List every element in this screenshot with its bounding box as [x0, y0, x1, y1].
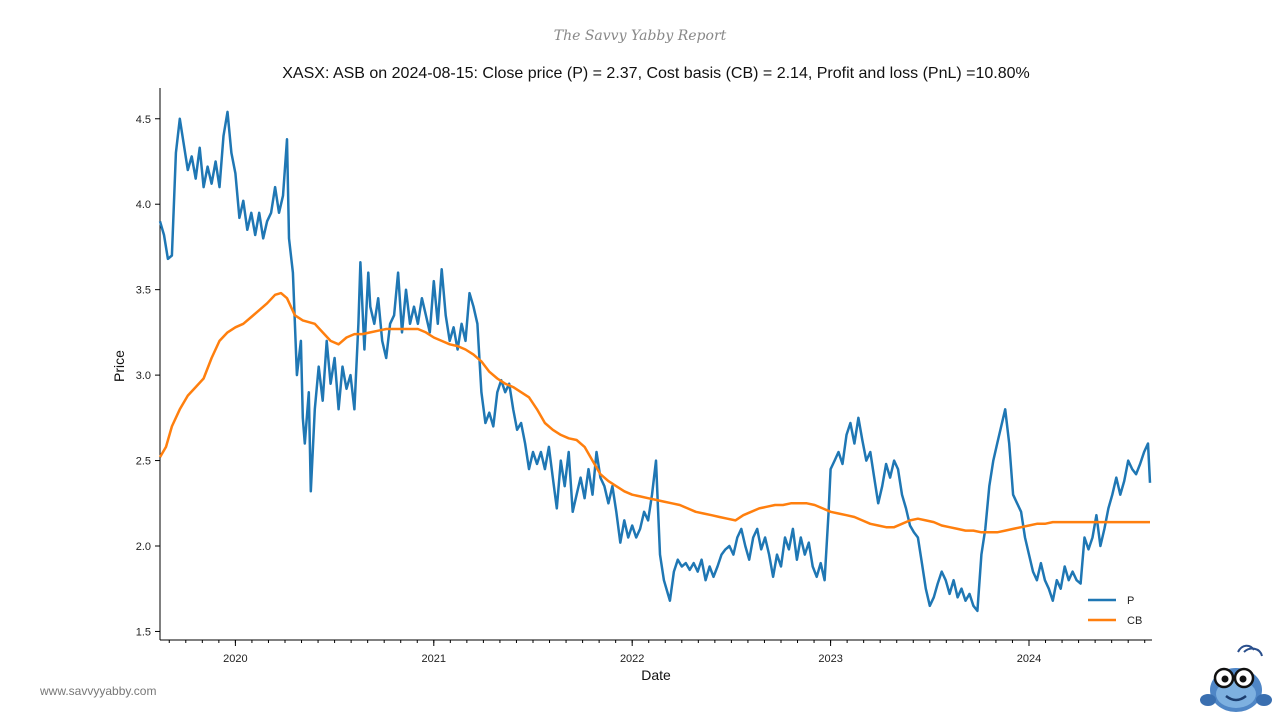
site-url[interactable]: www.savvyyabby.com — [40, 684, 157, 698]
y-tick-label: 2.5 — [136, 456, 151, 468]
chart-title: XASX: ASB on 2024-08-15: Close price (P)… — [282, 65, 1030, 82]
y-axis-label: Price — [111, 350, 127, 382]
legend-label-p: P — [1127, 595, 1134, 607]
y-tick-label: 4.0 — [136, 199, 151, 211]
x-axis-label: Date — [641, 667, 671, 683]
y-tick-label: 2.0 — [136, 541, 151, 553]
x-tick-label: 2021 — [422, 653, 446, 665]
series-line-p — [158, 110, 1152, 613]
brand-title: The Savvy Yabby Report — [553, 28, 727, 44]
series-group — [158, 110, 1152, 613]
series-line-cb — [158, 291, 1150, 534]
x-tick-label: 2022 — [620, 653, 644, 665]
x-tick-label: 2024 — [1017, 653, 1041, 665]
legend-label-cb: CB — [1127, 615, 1142, 627]
x-tick-label: 2023 — [818, 653, 842, 665]
y-tick-label: 1.5 — [136, 626, 151, 638]
legend: P CB — [1088, 595, 1142, 627]
y-tick-label: 4.5 — [136, 114, 151, 126]
y-tick-label: 3.5 — [136, 285, 151, 297]
y-tick-label: 3.0 — [136, 370, 151, 382]
x-tick-label: 2020 — [223, 653, 247, 665]
yabby-mascot-icon — [1200, 644, 1272, 712]
axes: 1.5 2.0 2.5 3.0 3.5 4.0 4.5 2020 2021 2022 2023 202… — [136, 88, 1152, 665]
